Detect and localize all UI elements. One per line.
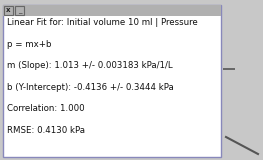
FancyBboxPatch shape xyxy=(3,5,221,157)
Text: m (Slope): 1.013 +/- 0.003183 kPa/1/L: m (Slope): 1.013 +/- 0.003183 kPa/1/L xyxy=(7,61,173,70)
FancyBboxPatch shape xyxy=(3,5,221,16)
Text: p = mx+b: p = mx+b xyxy=(7,40,52,49)
Text: Linear Fit for: Initial volume 10 ml | Pressure: Linear Fit for: Initial volume 10 ml | P… xyxy=(7,18,198,27)
Text: Correlation: 1.000: Correlation: 1.000 xyxy=(7,104,85,113)
Text: x: x xyxy=(6,8,11,13)
FancyBboxPatch shape xyxy=(15,6,24,15)
FancyBboxPatch shape xyxy=(4,6,13,15)
Text: _: _ xyxy=(18,8,21,15)
Text: b (Y-Intercept): -0.4136 +/- 0.3444 kPa: b (Y-Intercept): -0.4136 +/- 0.3444 kPa xyxy=(7,83,174,92)
Text: RMSE: 0.4130 kPa: RMSE: 0.4130 kPa xyxy=(7,126,85,135)
